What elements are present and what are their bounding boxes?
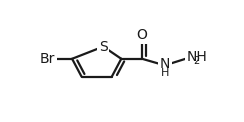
Text: H: H bbox=[161, 68, 169, 78]
Text: NH: NH bbox=[186, 50, 207, 64]
Text: Br: Br bbox=[40, 52, 55, 66]
Text: S: S bbox=[99, 40, 108, 54]
Text: N: N bbox=[160, 57, 170, 71]
Text: 2: 2 bbox=[193, 56, 200, 66]
Text: O: O bbox=[137, 28, 148, 42]
